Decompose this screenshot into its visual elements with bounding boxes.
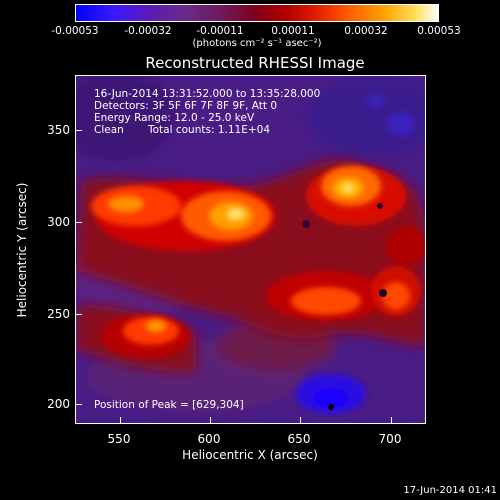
- x-tick-label: 550: [107, 432, 131, 446]
- y-tick-label: 250: [47, 307, 70, 321]
- timestamp-footer: 17-Jun-2014 01:41: [403, 485, 497, 496]
- total-counts-text: Total counts: 1.11E+04: [148, 124, 271, 136]
- colorbar-tick: -0.00032: [124, 25, 172, 37]
- x-tick-label: 650: [287, 432, 311, 446]
- colorbar: [75, 4, 439, 22]
- y-tick-label: 200: [47, 397, 70, 411]
- peak-position-text: Position of Peak = [629,304]: [94, 399, 244, 411]
- heatmap-svg: [76, 76, 425, 423]
- colorbar-units: (photons cm⁻² s⁻¹ asec⁻²): [192, 38, 322, 49]
- heatmap-image: 16-Jun-2014 13:31:52.000 to 13:35:28.000…: [75, 75, 426, 424]
- y-tick-label: 350: [47, 123, 70, 137]
- x-tick-label: 600: [197, 432, 221, 446]
- time-range-text: 16-Jun-2014 13:31:52.000 to 13:35:28.000: [94, 88, 321, 100]
- colorbar-tick: 0.00032: [344, 25, 388, 37]
- colorbar-tick: -0.00011: [196, 25, 244, 37]
- detectors-text: Detectors: 3F 5F 6F 7F 8F 9F, Att 0: [94, 100, 278, 112]
- y-axis-label: Heliocentric Y (arcsec): [15, 182, 29, 318]
- energy-range-text: Energy Range: 12.0 - 25.0 keV: [94, 112, 255, 124]
- x-axis-label: Heliocentric X (arcsec): [182, 448, 318, 462]
- colorbar-tick: 0.00011: [271, 25, 315, 37]
- algorithm-text: Clean: [94, 124, 124, 136]
- y-tick-label: 300: [47, 215, 70, 229]
- x-tick-label: 700: [378, 432, 402, 446]
- colorbar-tick: -0.00053: [51, 25, 99, 37]
- plot-title: Reconstructed RHESSI Image: [145, 54, 365, 72]
- colorbar-tick: 0.00053: [417, 25, 461, 37]
